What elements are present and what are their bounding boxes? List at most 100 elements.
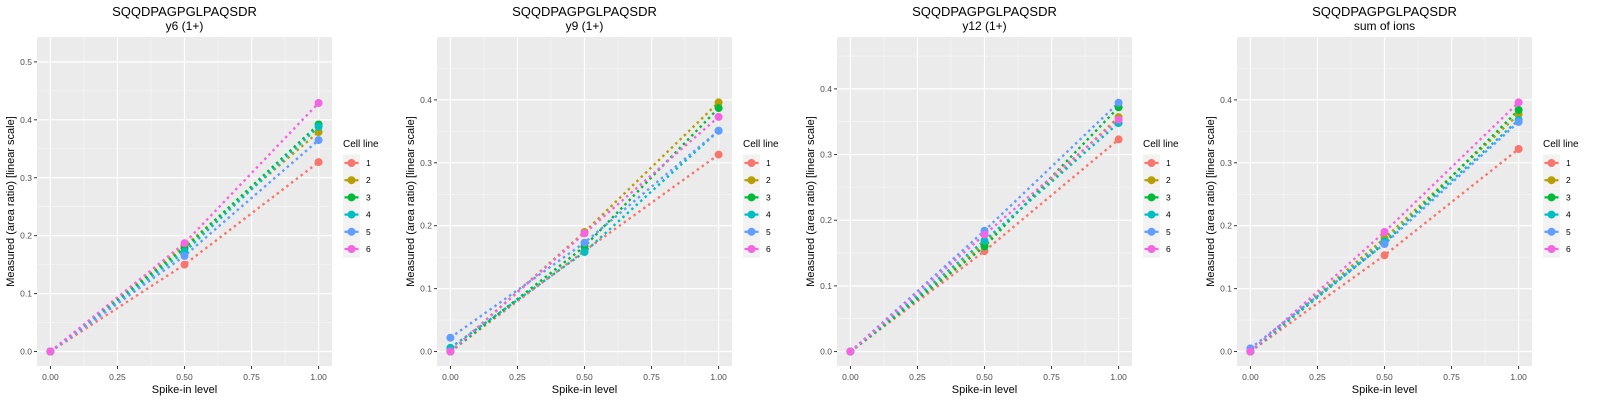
data-point-cell-line-4 (580, 248, 589, 257)
x-tick-label: 0.25 (509, 372, 526, 382)
x-tick-label: 0.00 (842, 372, 859, 382)
x-tick-label: 0.75 (243, 372, 260, 382)
series-line-1 (849, 138, 1120, 353)
chart-title: SQQDPAGPGLPAQSDR (512, 4, 657, 19)
legend-label: 5 (1166, 227, 1171, 237)
data-point-cell-line-6 (446, 347, 455, 356)
data-point-cell-line-6 (1380, 228, 1389, 236)
data-point-cell-line-2 (714, 98, 723, 107)
legend-label: 2 (366, 175, 371, 185)
series-line-1 (1249, 148, 1520, 353)
x-tick-label: 0.50 (1376, 372, 1393, 382)
series-line-4 (449, 129, 720, 349)
legend-label: 1 (366, 158, 371, 168)
x-tick-label: 1.00 (1110, 372, 1127, 382)
y-axis-label: Measured (area ratio) [linear scale] (1205, 116, 1217, 287)
y-tick-label: 0.1 (420, 284, 432, 294)
data-point-cell-line-5 (314, 136, 323, 145)
y-tick-label: 0.1 (20, 289, 32, 299)
x-tick-label: 0.25 (109, 372, 126, 382)
x-tick-label: 0.50 (576, 372, 593, 382)
legend-key-marker-3 (1147, 193, 1156, 202)
data-point-cell-line-5 (580, 238, 589, 247)
y-tick-label: 0.3 (420, 158, 432, 168)
data-point-cell-line-5 (1514, 117, 1523, 126)
y-axis-label: Measured (area ratio) [linear scale] (5, 116, 17, 287)
legend-key-marker-6 (747, 245, 756, 253)
y-axis-label: Measured (area ratio) [linear scale] (805, 116, 817, 287)
data-point-cell-line-6 (1114, 115, 1123, 124)
x-tick-label: 0.50 (176, 372, 193, 382)
chart-title: SQQDPAGPGLPAQSDR (112, 4, 257, 19)
x-tick-label: 0.25 (1309, 372, 1326, 382)
data-point-cell-line-6 (180, 239, 189, 248)
y-tick-label: 0.0 (1220, 347, 1232, 357)
y-tick-label: 0.0 (20, 347, 32, 357)
legend-title: Cell line (743, 139, 779, 150)
x-tick-label: 0.25 (909, 372, 926, 382)
legend-label: 4 (366, 210, 371, 220)
legend-key-marker-4 (747, 210, 756, 219)
y-tick-label: 0.2 (820, 215, 832, 225)
legend-key-marker-2 (747, 176, 756, 185)
legend-key-marker-1 (1547, 159, 1556, 167)
x-tick-label: 1.00 (1510, 372, 1527, 382)
data-point-cell-line-1 (1114, 135, 1123, 144)
chart-subtitle: y6 (1+) (166, 19, 204, 33)
data-point-cell-line-1 (1380, 251, 1389, 260)
legend: Cell line 1 2 3 4 5 6 (743, 139, 779, 258)
data-point-cell-line-4 (314, 122, 323, 131)
legend-title: Cell line (343, 139, 379, 150)
x-tick-label: 0.00 (42, 372, 59, 382)
chart-subtitle: sum of ions (1354, 19, 1415, 33)
y-tick-label: 0.0 (420, 347, 432, 357)
x-tick-label: 0.75 (1043, 372, 1060, 382)
data-point-cell-line-1 (714, 150, 723, 159)
y-tick-label: 0.3 (20, 173, 32, 183)
chart-subtitle: y9 (1+) (566, 19, 604, 33)
data-point-cell-line-6 (1514, 98, 1523, 107)
legend-label: 3 (1166, 192, 1171, 202)
legend-key-marker-4 (1147, 210, 1156, 219)
y-tick-label: 0.2 (420, 221, 432, 231)
legend-key-marker-3 (747, 193, 756, 202)
x-tick-label: 0.75 (643, 372, 660, 382)
legend-key-marker-6 (347, 245, 356, 253)
data-point-cell-line-6 (1246, 347, 1255, 356)
legend-key-marker-3 (347, 193, 356, 202)
legend-label: 6 (1566, 244, 1571, 254)
x-tick-label: 1.00 (710, 372, 727, 382)
legend-label: 1 (1566, 158, 1571, 168)
data-point-cell-line-3 (980, 242, 989, 251)
legend-key-marker-2 (347, 176, 356, 185)
legend: Cell line 1 2 3 4 5 6 (1543, 139, 1579, 258)
data-point-cell-line-6 (714, 112, 723, 121)
legend-key-marker-2 (1547, 176, 1556, 185)
data-point-cell-line-3 (1514, 106, 1523, 114)
data-point-cell-line-6 (846, 347, 855, 356)
x-tick-label: 0.00 (442, 372, 459, 382)
legend-label: 6 (766, 244, 771, 254)
y-tick-label: 0.4 (1220, 95, 1232, 105)
data-point-cell-line-6 (46, 347, 55, 356)
legend-label: 1 (1166, 158, 1171, 168)
legend-key-marker-4 (347, 210, 356, 219)
x-tick-label: 0.00 (1242, 372, 1259, 382)
y-tick-label: 0.2 (1220, 221, 1232, 231)
data-point-cell-line-5 (714, 126, 723, 135)
legend-key-marker-1 (1147, 159, 1156, 167)
legend-title: Cell line (1543, 139, 1579, 150)
y-tick-label: 0.0 (820, 347, 832, 357)
legend-label: 2 (1566, 175, 1571, 185)
data-point-cell-line-6 (580, 229, 589, 238)
legend-key-marker-5 (747, 227, 756, 236)
y-tick-label: 0.4 (420, 95, 432, 105)
legend-key-marker-5 (1547, 227, 1556, 236)
legend-label: 1 (766, 158, 771, 168)
legend-label: 5 (1566, 227, 1571, 237)
chart-title: SQQDPAGPGLPAQSDR (1312, 4, 1457, 19)
legend-key-marker-6 (1547, 245, 1556, 253)
legend-key-marker-5 (1147, 227, 1156, 236)
